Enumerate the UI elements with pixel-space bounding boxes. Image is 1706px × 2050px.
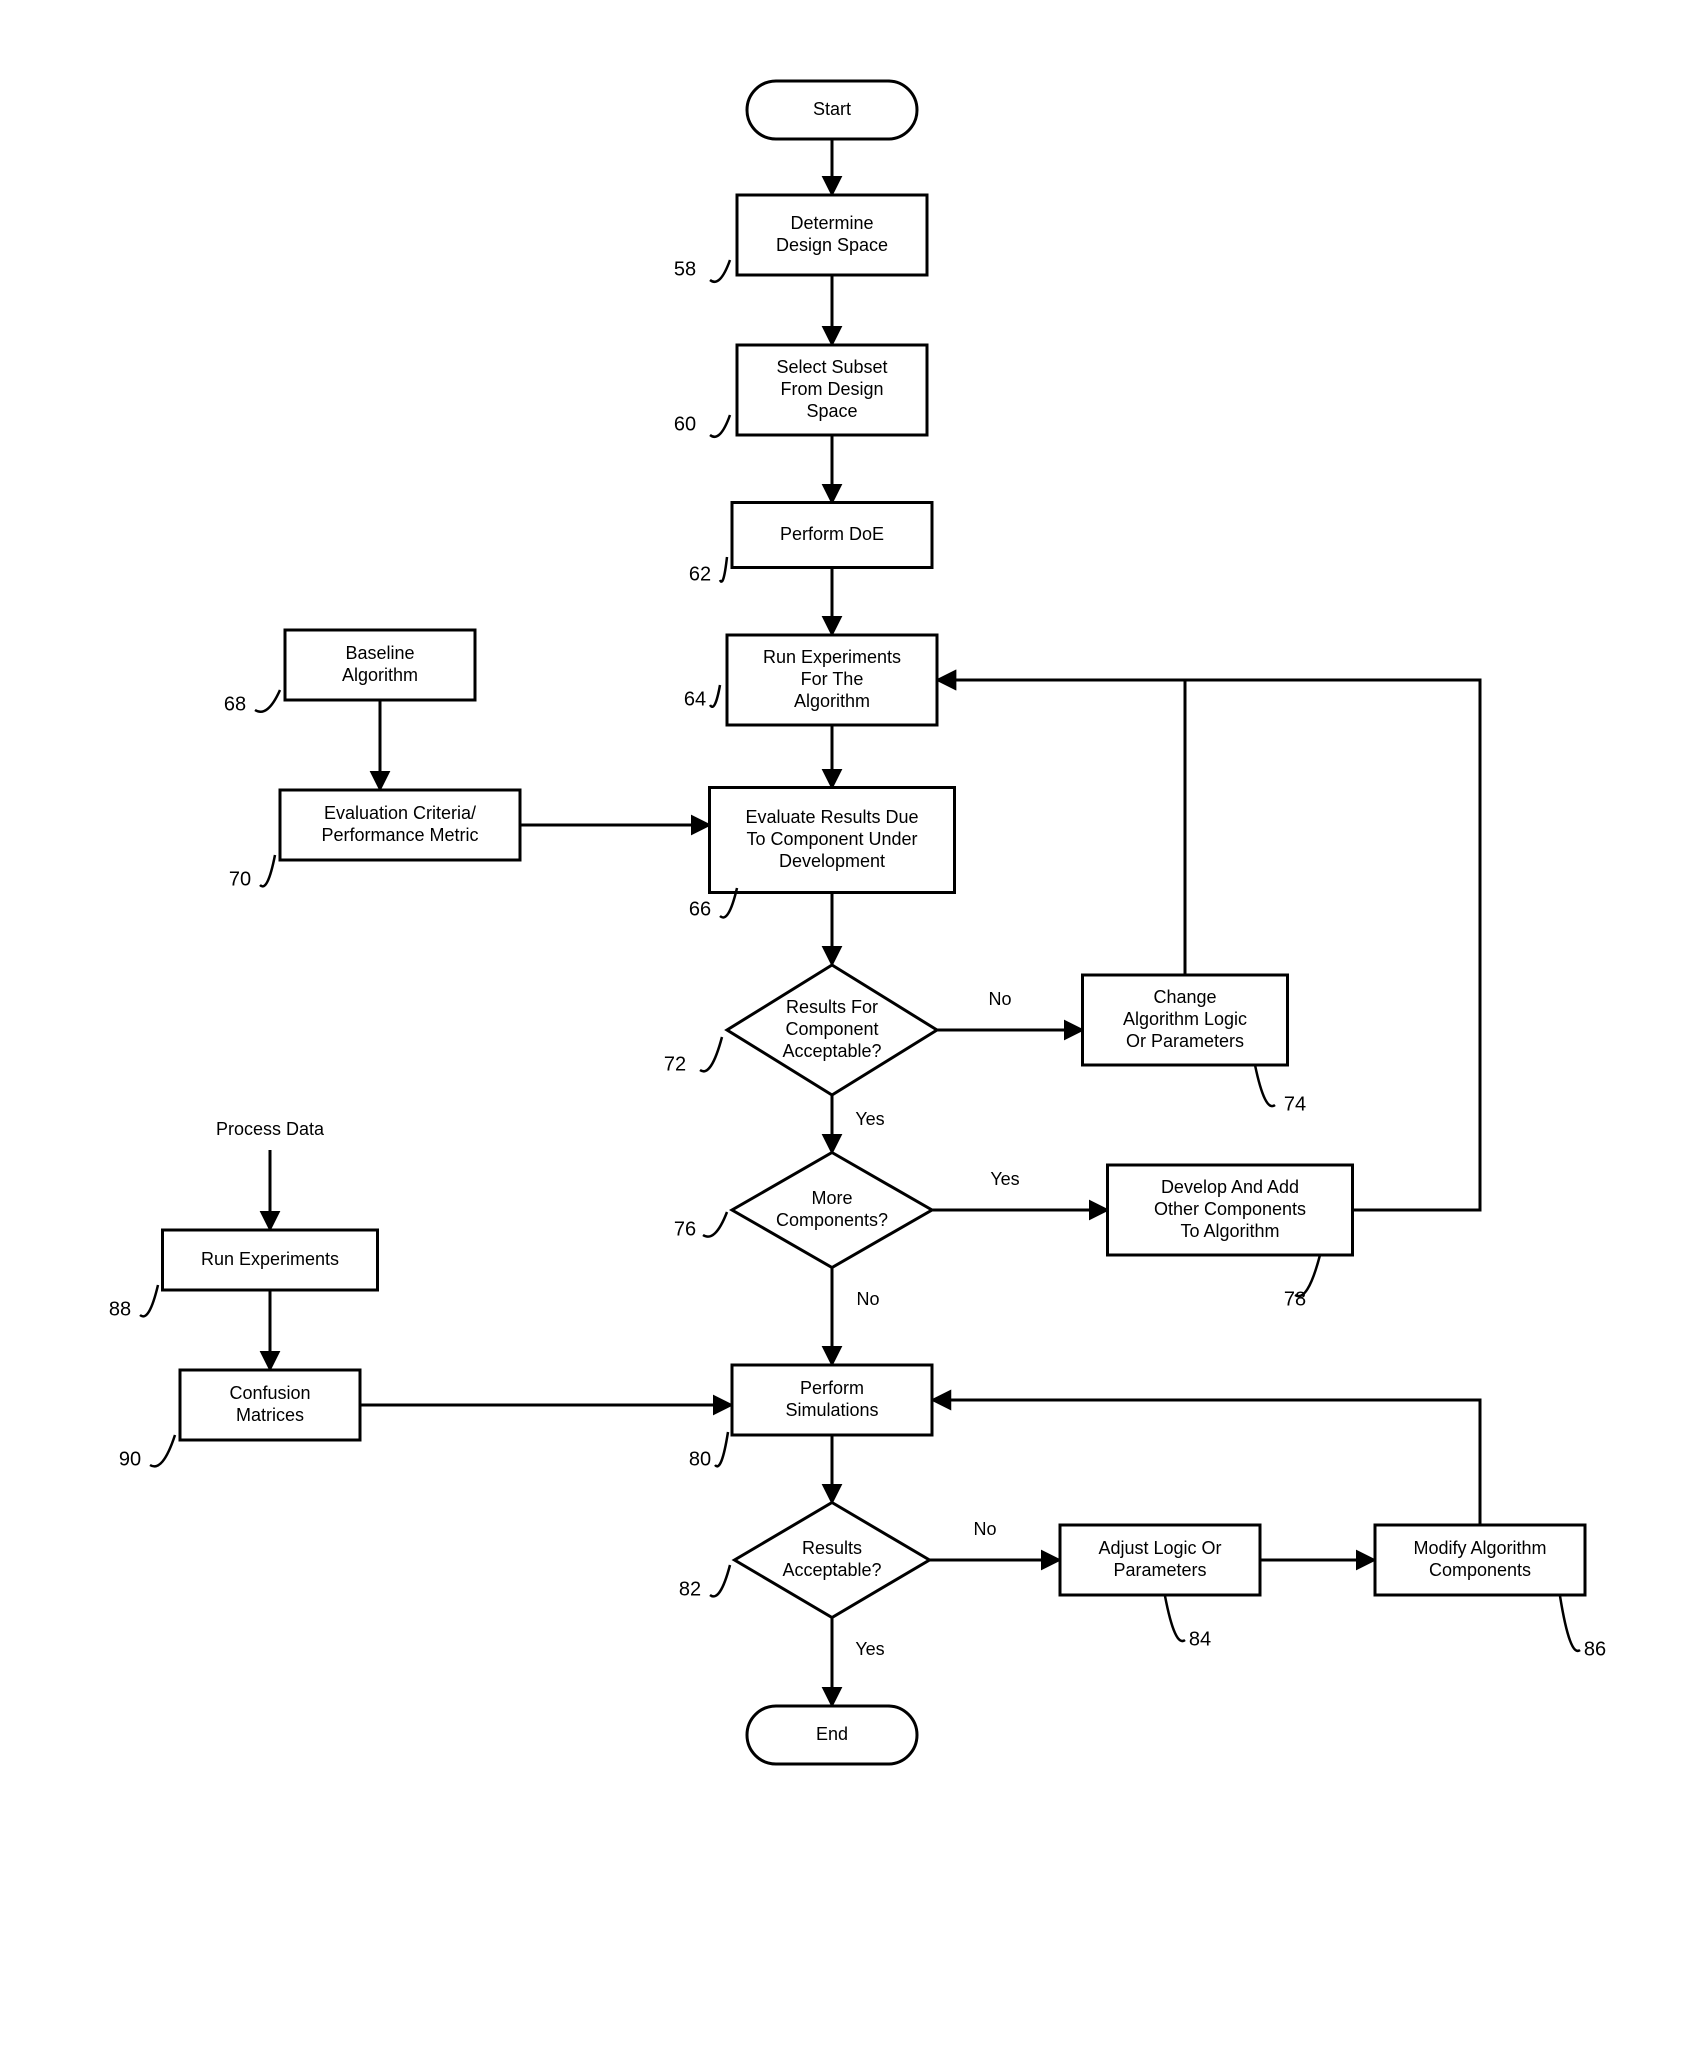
node-text: Evaluate Results Due	[745, 807, 918, 827]
node-text: End	[816, 1724, 848, 1744]
reference-number: 58	[674, 258, 696, 280]
node-text: Develop And Add	[1161, 1177, 1299, 1197]
node-text: Algorithm	[794, 691, 870, 711]
node-text: Parameters	[1113, 1560, 1206, 1580]
node-text: Determine	[790, 213, 873, 233]
node-text: Results For	[786, 997, 878, 1017]
node-text: To Component Under	[746, 829, 917, 849]
node-text: Components	[1429, 1560, 1531, 1580]
edge-label: No	[856, 1289, 879, 1309]
node-text: Start	[813, 99, 851, 119]
node-text: Process Data	[216, 1119, 325, 1139]
node-text: From Design	[780, 379, 883, 399]
reference-number: 72	[664, 1053, 686, 1075]
node-text: Performance Metric	[321, 825, 478, 845]
node-text: Modify Algorithm	[1413, 1538, 1546, 1558]
edge-label: Yes	[855, 1639, 884, 1659]
reference-number: 90	[119, 1448, 141, 1470]
reference-number: 64	[684, 688, 706, 710]
node-text: For The	[801, 669, 864, 689]
edge-label: Yes	[855, 1109, 884, 1129]
node-text: More	[811, 1188, 852, 1208]
reference-number: 62	[689, 563, 711, 585]
node-text: Select Subset	[776, 357, 887, 377]
node-text: Acceptable?	[782, 1041, 881, 1061]
reference-number: 60	[674, 413, 696, 435]
node-text: Change	[1153, 987, 1216, 1007]
node-text: Or Parameters	[1126, 1031, 1244, 1051]
reference-number: 66	[689, 898, 711, 920]
node-text: Confusion	[229, 1383, 310, 1403]
reference-number: 80	[689, 1448, 711, 1470]
reference-number: 76	[674, 1218, 696, 1240]
reference-number: 86	[1584, 1638, 1606, 1660]
node-text: Evaluation Criteria/	[324, 803, 476, 823]
reference-number: 78	[1284, 1288, 1306, 1310]
node-text: Perform	[800, 1378, 864, 1398]
node-text: Component	[785, 1019, 878, 1039]
node-text: Adjust Logic Or	[1098, 1538, 1221, 1558]
node-text: Algorithm Logic	[1123, 1009, 1247, 1029]
edge-label: No	[988, 989, 1011, 1009]
flowchart-diagram: No Yes Yes No No Yes Start DetermineDesign Spac…	[0, 0, 1706, 2050]
node-text: Development	[779, 851, 885, 871]
node-text: Matrices	[236, 1405, 304, 1425]
edge-label: Yes	[990, 1169, 1019, 1189]
node-text: Algorithm	[342, 665, 418, 685]
node-text: Other Components	[1154, 1199, 1306, 1219]
reference-number: 70	[229, 868, 251, 890]
node-text: Run Experiments	[201, 1249, 339, 1269]
node-text: Design Space	[776, 235, 888, 255]
reference-number: 82	[679, 1578, 701, 1600]
node-text: Space	[806, 401, 857, 421]
reference-number: 74	[1284, 1093, 1306, 1115]
reference-number: 84	[1189, 1628, 1211, 1650]
node-text: Acceptable?	[782, 1560, 881, 1580]
reference-number: 68	[224, 693, 246, 715]
node-text: Run Experiments	[763, 647, 901, 667]
edge-label: No	[973, 1519, 996, 1539]
node-text: Components?	[776, 1210, 888, 1230]
node-text: Results	[802, 1538, 862, 1558]
node-text: Simulations	[785, 1400, 878, 1420]
reference-number: 88	[109, 1298, 131, 1320]
node-text: To Algorithm	[1180, 1221, 1279, 1241]
node-text: Perform DoE	[780, 524, 884, 544]
node-text: Baseline	[345, 643, 414, 663]
